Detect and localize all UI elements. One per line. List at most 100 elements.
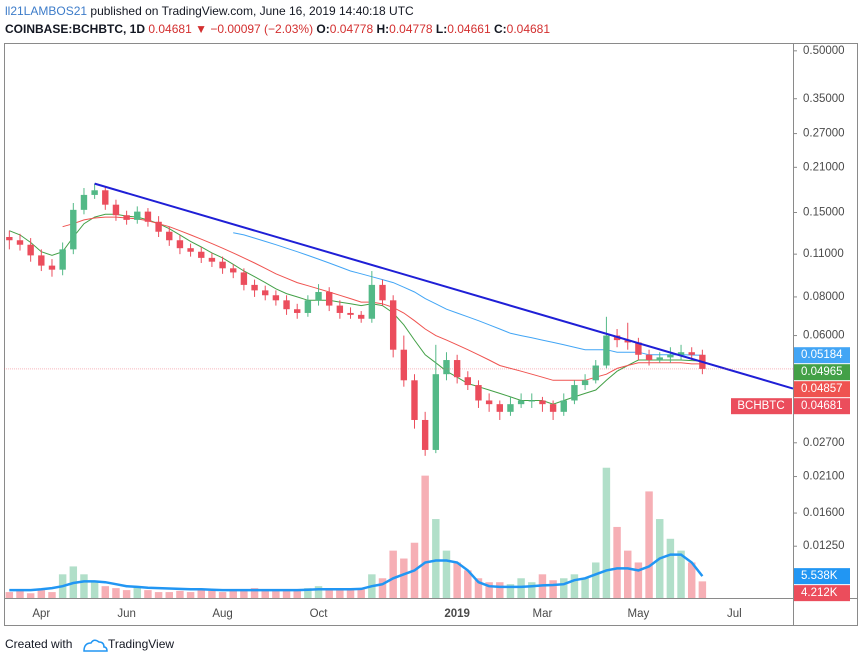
last-price: 0.04681 bbox=[148, 22, 192, 36]
candle-body bbox=[59, 249, 66, 270]
volume-ma-line bbox=[9, 553, 704, 592]
y-tick-label: 0.01600 bbox=[803, 507, 845, 519]
candle-body bbox=[347, 312, 354, 315]
volume-bar bbox=[90, 582, 99, 598]
x-tick-label: Jul bbox=[727, 608, 742, 620]
high-value: 0.04778 bbox=[389, 22, 433, 36]
volume-bar bbox=[5, 592, 14, 598]
author[interactable]: ll21LAMBOS21 bbox=[5, 4, 87, 18]
candle-body bbox=[635, 342, 642, 355]
y-tick-label: 0.15000 bbox=[803, 207, 845, 219]
created-with: Created with bbox=[5, 637, 72, 651]
price-badge bbox=[794, 364, 850, 381]
volume-bar bbox=[250, 588, 259, 598]
candle-body bbox=[27, 244, 34, 256]
close-value: 0.04681 bbox=[507, 22, 551, 36]
x-tick-label: Oct bbox=[310, 608, 329, 620]
x-tick-label: Mar bbox=[533, 608, 553, 620]
candle-body bbox=[294, 309, 301, 313]
volume-bar bbox=[624, 550, 632, 598]
volume-bar bbox=[346, 590, 355, 598]
candle-body bbox=[48, 265, 56, 270]
candle-body bbox=[592, 365, 599, 381]
candle-body bbox=[198, 251, 205, 258]
volume-bar bbox=[432, 519, 440, 598]
x-tick-label: Apr bbox=[32, 608, 50, 620]
volume-bar bbox=[698, 581, 707, 598]
candle-body bbox=[656, 357, 663, 361]
symbol: COINBASE:BCHBTC, 1D bbox=[5, 22, 145, 36]
price-badge-label: 0.05184 bbox=[801, 349, 843, 361]
candle-body bbox=[677, 352, 685, 355]
volume-bar bbox=[400, 558, 408, 598]
volume-bar bbox=[261, 590, 269, 598]
change: −0.00097 (−2.03%) bbox=[210, 22, 313, 36]
volume-bar bbox=[112, 588, 120, 598]
candle-body bbox=[571, 385, 578, 401]
volume-bar bbox=[229, 590, 237, 598]
candle-body bbox=[581, 380, 589, 386]
symbol-badge-label: BCHBTC bbox=[737, 400, 784, 412]
price-badge bbox=[794, 347, 850, 364]
y-tick-label: 0.08000 bbox=[803, 291, 845, 303]
volume-bar bbox=[26, 593, 35, 598]
candle-body bbox=[272, 295, 280, 301]
high-label: H: bbox=[377, 22, 390, 36]
candle-body bbox=[6, 236, 13, 241]
candle-body bbox=[155, 221, 162, 232]
volume-bar bbox=[101, 586, 110, 598]
volume-badge-label: 5.538K bbox=[801, 570, 838, 582]
volume-bar bbox=[528, 582, 536, 598]
volume-bar bbox=[165, 592, 173, 598]
candle-body bbox=[176, 240, 184, 249]
candle-body bbox=[187, 248, 194, 252]
volume-bar bbox=[293, 590, 301, 598]
y-tick-label: 0.27000 bbox=[803, 128, 845, 140]
candle-body bbox=[624, 340, 631, 343]
x-tick-label: May bbox=[628, 608, 650, 620]
candle-body bbox=[368, 284, 376, 319]
candle-body bbox=[475, 385, 482, 401]
candle-body bbox=[539, 400, 546, 405]
candle-body bbox=[80, 194, 88, 210]
candle-body bbox=[389, 300, 397, 350]
candle-body bbox=[336, 305, 344, 313]
candle-body bbox=[251, 284, 258, 291]
candle-body bbox=[507, 404, 514, 412]
price-badge bbox=[794, 398, 850, 415]
candle-body bbox=[112, 204, 120, 216]
close-label: C: bbox=[494, 22, 507, 36]
volume-bar bbox=[16, 590, 24, 598]
y-tick-label: 0.01250 bbox=[803, 540, 845, 552]
price-badge-label: 0.04681 bbox=[801, 400, 843, 412]
volume-bar bbox=[304, 588, 312, 598]
candle-body bbox=[411, 380, 418, 420]
volume-bar bbox=[357, 589, 365, 598]
brand[interactable]: TradingView bbox=[108, 637, 174, 651]
price-badge-label: 0.04857 bbox=[801, 383, 843, 395]
candle-body bbox=[560, 400, 567, 412]
candle-body bbox=[325, 291, 333, 306]
volume-bar bbox=[133, 586, 142, 598]
candle-body bbox=[549, 404, 557, 412]
candle-body bbox=[166, 231, 173, 241]
volume-bar bbox=[208, 590, 216, 598]
candle-body bbox=[16, 240, 24, 245]
volume-bar bbox=[336, 588, 344, 598]
volume-bar bbox=[453, 562, 461, 598]
volume-bar bbox=[560, 578, 568, 598]
candle-body bbox=[400, 349, 408, 381]
candle-body bbox=[144, 211, 152, 222]
candle-body bbox=[219, 261, 226, 269]
price-badge bbox=[794, 381, 850, 398]
volume-bar bbox=[613, 526, 621, 598]
published: published on TradingView.com, June 16, 2… bbox=[90, 4, 414, 18]
candle-body bbox=[379, 284, 386, 301]
volume-bar bbox=[570, 574, 579, 598]
y-tick-label: 0.11000 bbox=[803, 248, 844, 260]
volume-bar bbox=[48, 592, 56, 598]
candle-body bbox=[496, 404, 503, 412]
volume-bar bbox=[506, 584, 515, 598]
candle-body bbox=[464, 377, 472, 386]
